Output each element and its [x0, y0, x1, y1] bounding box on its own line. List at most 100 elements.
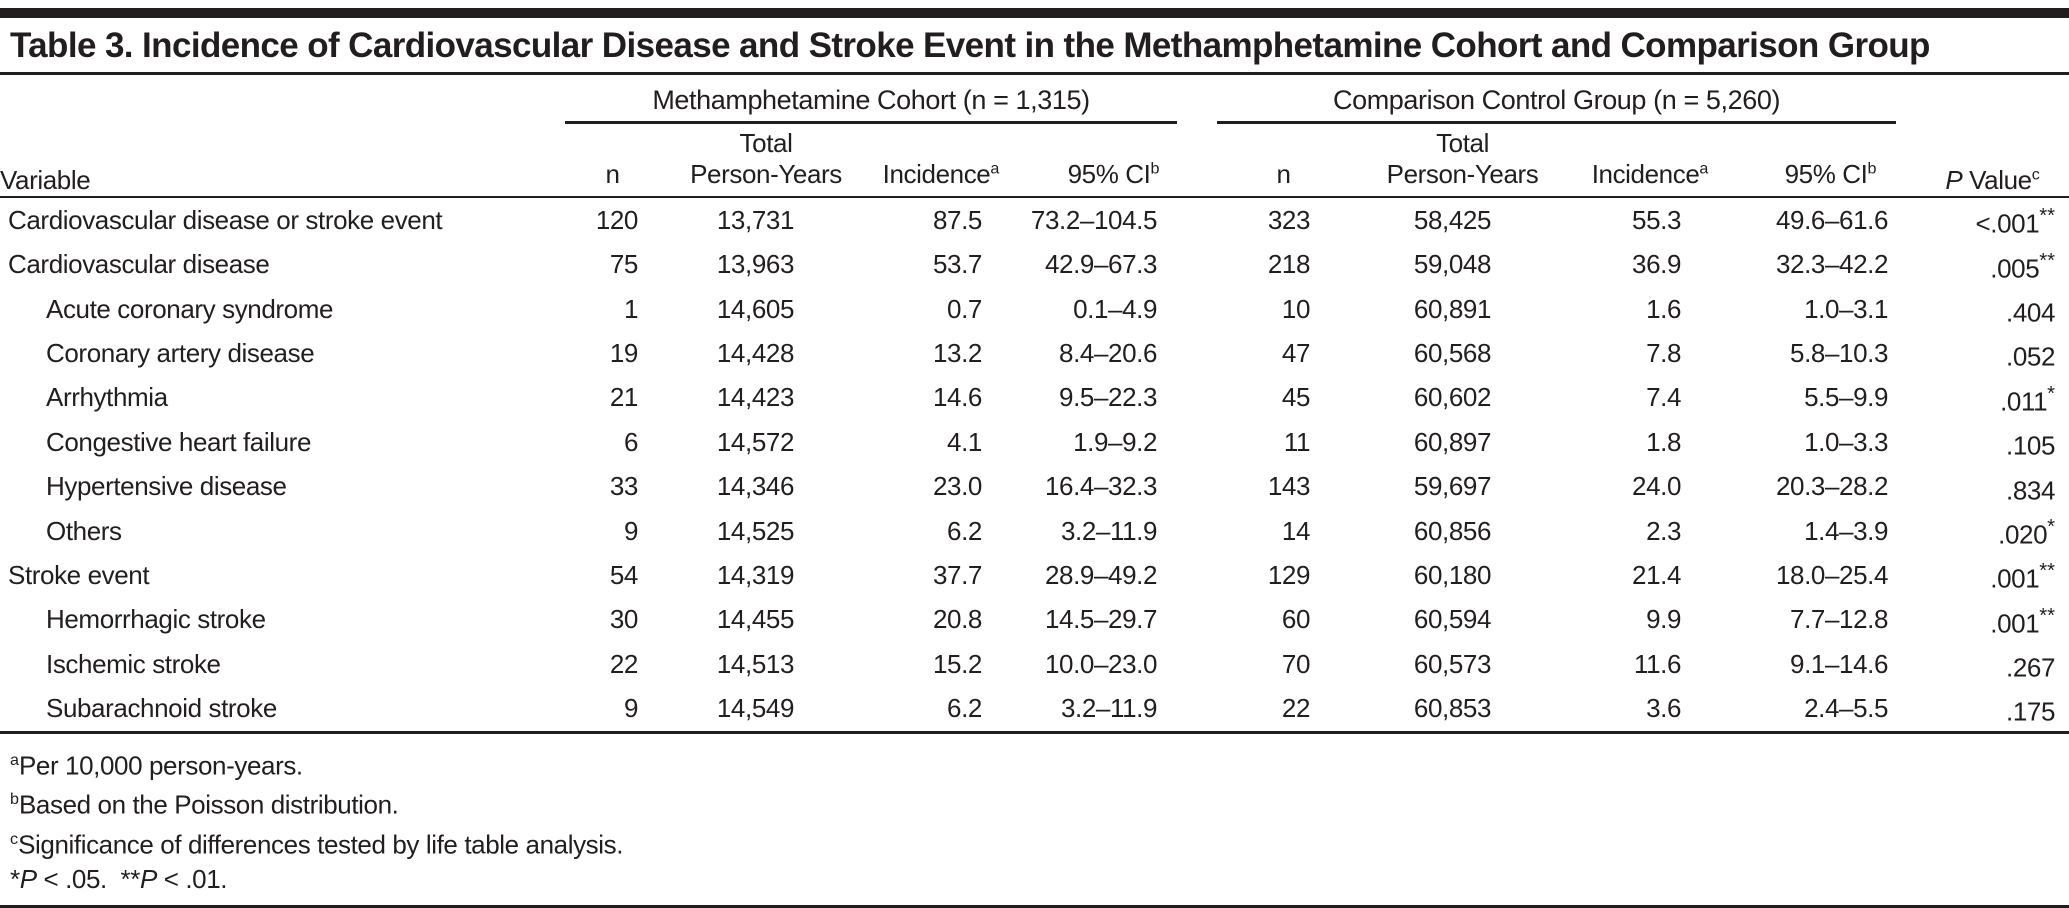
- cell-p-value: <.001**: [1916, 197, 2069, 242]
- cell-ci-meth: 28.9–49.2: [1044, 559, 1158, 590]
- significance-stars: **: [2039, 249, 2056, 272]
- cell-n-comparison: 11: [1283, 426, 1311, 457]
- p-value-footnote-marker: c: [2031, 165, 2040, 184]
- cell-p-value: .011*: [1916, 376, 2069, 420]
- cell-ci-comparison: 49.6–61.6: [1775, 205, 1889, 236]
- cell-n-comparison: 70: [1281, 648, 1311, 679]
- footnote-b-text: Based on the Poisson distribution.: [18, 789, 399, 820]
- column-header-incidence-meth: Incidencea: [852, 124, 1030, 199]
- footnote-b: bBased on the Poisson distribution.: [10, 782, 2069, 822]
- cell-ci-meth: 9.5–22.3: [1059, 382, 1158, 413]
- cell-person-years-meth: 14,549: [680, 686, 852, 734]
- significance-stars: **: [2039, 560, 2056, 583]
- cell-incidence-meth: 37.7: [932, 559, 982, 590]
- total-label: Total: [1436, 128, 1489, 158]
- cell-p-value: .404: [1916, 287, 2069, 331]
- ci-footnote-marker: b: [1867, 159, 1877, 178]
- group-header-methamphetamine: Methamphetamine Cohort (n = 1,315): [545, 75, 1197, 124]
- cell-ci-meth: 8.4–20.6: [1059, 338, 1158, 369]
- cell-variable: Congestive heart failure: [46, 426, 311, 457]
- cell-n-meth: 54: [609, 559, 639, 590]
- table-row: Hypertensive disease 33 14,346 23.0 16.4…: [0, 465, 2069, 509]
- p-value-number: .267: [2006, 652, 2056, 683]
- cell-n-comparison: 60: [1281, 604, 1311, 635]
- table-row: Subarachnoid stroke 9 14,549 6.2 3.2–11.…: [0, 686, 2069, 734]
- column-header-incidence-comparison: Incidencea: [1555, 124, 1746, 199]
- cell-n-comparison: 45: [1281, 382, 1311, 413]
- cell-person-years-comparison: 60,891: [1413, 293, 1492, 324]
- cell-incidence-comparison: 21.4: [1632, 559, 1682, 590]
- p-value-number: .001: [1990, 607, 2040, 638]
- person-years-label: Person-Years: [1386, 158, 1539, 189]
- cell-person-years-comparison: 60,602: [1413, 382, 1492, 413]
- p-value-number: .005: [1990, 253, 2040, 284]
- ci-label: 95% CI: [1067, 158, 1151, 189]
- cell-person-years-meth: 14,423: [716, 382, 795, 413]
- cell-p-value: .267: [1916, 642, 2069, 686]
- cell-ci-comparison: 1.0–3.1: [1804, 293, 1889, 324]
- cell-incidence-comparison: 11.6: [1633, 648, 1682, 679]
- cell-p-value: .175: [1916, 686, 2069, 734]
- page-title: Table 3. Incidence of Cardiovascular Dis…: [10, 26, 1930, 65]
- group-header-comparison-label: Comparison Control Group (n = 5,260): [1217, 85, 1897, 124]
- cell-person-years-comparison: 59,048: [1413, 249, 1492, 280]
- group-header-comparison: Comparison Control Group (n = 5,260): [1197, 75, 1916, 124]
- cell-ci-comparison: 18.0–25.4: [1775, 559, 1889, 590]
- cell-ci-meth: 16.4–32.3: [1044, 471, 1158, 502]
- table-row: Coronary artery disease 19 14,428 13.2 8…: [0, 331, 2069, 375]
- cell-person-years-comparison: 60,573: [1413, 648, 1492, 679]
- footnotes: aPer 10,000 person-years. bBased on the …: [0, 734, 2069, 896]
- total-label: Total: [739, 128, 793, 158]
- cell-ci-meth: 10.0–23.0: [1044, 648, 1158, 679]
- cell-incidence-comparison: 7.8: [1646, 338, 1682, 369]
- column-header-variable: Variable: [0, 75, 545, 199]
- cell-ci-meth: 3.2–11.9: [1060, 515, 1158, 546]
- p-value-number: .052: [2006, 341, 2056, 372]
- cell-incidence-comparison: 1.8: [1646, 426, 1682, 457]
- cell-person-years-comparison: 60,568: [1413, 338, 1492, 369]
- cell-n-comparison: 47: [1281, 338, 1311, 369]
- cell-person-years-meth: 14,513: [716, 648, 795, 679]
- cell-incidence-meth: 20.8: [932, 604, 982, 635]
- cell-p-value: .001**: [1916, 553, 2069, 597]
- cell-person-years-meth: 13,963: [716, 249, 795, 280]
- cell-incidence-comparison: 24.0: [1632, 471, 1682, 502]
- column-header-row: n Total Person-Years Incidencea 95% CIb n…: [0, 124, 2069, 199]
- footnote-a-marker: a: [10, 750, 19, 769]
- footnote-a-text: Per 10,000 person-years.: [18, 750, 303, 781]
- cell-incidence-meth: 15.2: [932, 648, 982, 679]
- column-header-ci-comparison: 95% CIb: [1745, 124, 1917, 199]
- incidence-label: Incidence: [882, 158, 991, 189]
- cell-ci-comparison: 9.1–14.6: [1790, 648, 1889, 679]
- cell-ci-comparison: 5.5–9.9: [1804, 382, 1889, 413]
- footnote-significance: *P < .05. **P < .01.: [10, 863, 228, 894]
- cell-ci-meth: 1.9–9.2: [1073, 426, 1158, 457]
- cell-incidence-meth: 6.2: [852, 686, 1030, 734]
- table-header: Variable Methamphetamine Cohort (n = 1,3…: [0, 75, 2069, 199]
- cell-n-meth: 22: [609, 648, 639, 679]
- cell-incidence-comparison: 1.6: [1646, 293, 1682, 324]
- p-value-number: .011: [2000, 386, 2048, 417]
- cell-incidence-meth: 13.2: [932, 338, 982, 369]
- table-row: Ischemic stroke 22 14,513 15.2 10.0–23.0…: [0, 642, 2069, 686]
- cell-n-comparison: 10: [1281, 293, 1311, 324]
- incidence-table: Variable Methamphetamine Cohort (n = 1,3…: [0, 75, 2069, 734]
- cell-variable: Cardiovascular disease: [8, 249, 270, 280]
- cell-variable: Hypertensive disease: [46, 471, 287, 502]
- table-row: Hemorrhagic stroke 30 14,455 20.8 14.5–2…: [0, 598, 2069, 642]
- cell-incidence-meth: 23.0: [932, 471, 982, 502]
- cell-person-years-meth: 14,455: [716, 604, 795, 635]
- ci-label: 95% CI: [1784, 158, 1868, 189]
- cell-n-comparison: 129: [1267, 559, 1311, 590]
- group-header-row: Variable Methamphetamine Cohort (n = 1,3…: [0, 75, 2069, 199]
- cell-ci-meth: 0.1–4.9: [1073, 293, 1158, 324]
- cell-person-years-comparison: 60,856: [1413, 515, 1492, 546]
- table-row: Acute coronary syndrome 1 14,605 0.7 0.1…: [0, 287, 2069, 331]
- p-value-number: <.001: [1975, 208, 2040, 239]
- footnote-b-marker: b: [10, 790, 19, 809]
- incidence-footnote-marker: a: [990, 159, 1000, 178]
- cell-person-years-meth: 14,525: [716, 515, 795, 546]
- p-value-number: .001: [1990, 563, 2040, 594]
- cell-person-years-meth: 14,605: [716, 293, 795, 324]
- table-row: Arrhythmia 21 14,423 14.6 9.5–22.3 45 60…: [0, 376, 2069, 420]
